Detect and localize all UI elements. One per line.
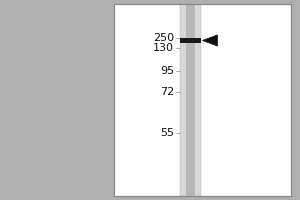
Text: 55: 55 [160, 128, 174, 138]
Bar [180, 38, 201, 43]
Bar [180, 4, 201, 196]
Bar [186, 4, 195, 196]
Text: CEM: CEM [177, 0, 204, 1]
Bar [114, 4, 291, 196]
Text: 250: 250 [153, 33, 174, 43]
Text: 130: 130 [153, 43, 174, 53]
Text: 95: 95 [160, 66, 174, 76]
Polygon shape [202, 35, 217, 46]
Text: 72: 72 [160, 87, 174, 97]
